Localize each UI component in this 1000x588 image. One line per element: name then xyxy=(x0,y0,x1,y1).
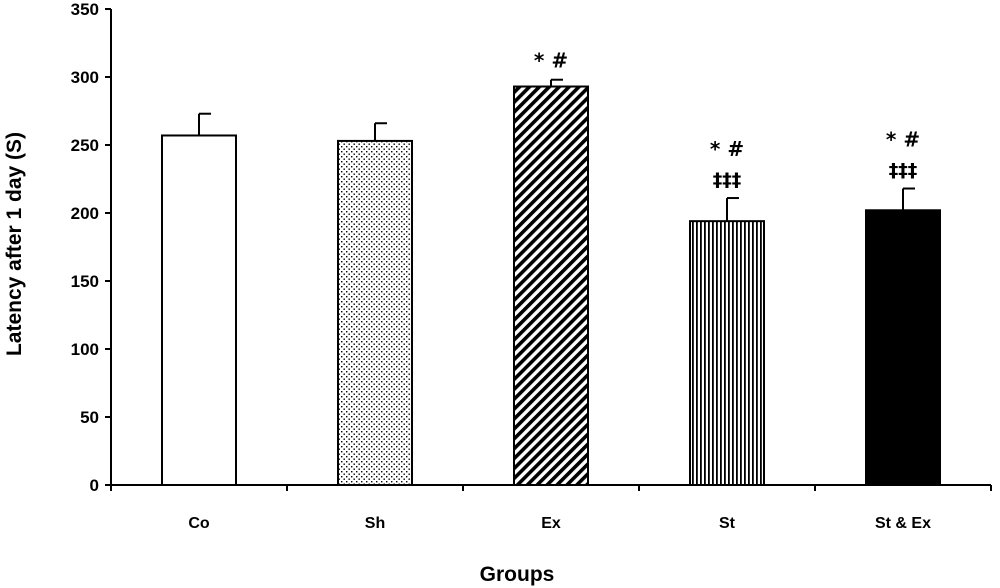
significance-annotation: * # xyxy=(534,49,568,73)
labels-group: Co Sh Ex St St & Ex * # ‡‡‡ * # ‡‡‡ * # xyxy=(188,49,931,532)
significance-annotation: * # xyxy=(886,128,920,152)
y-tick-label: 200 xyxy=(71,204,99,223)
y-axis-title: Latency after 1 day (S) xyxy=(3,132,26,356)
bar xyxy=(337,139,413,486)
significance-annotation: * # xyxy=(710,137,744,161)
y-tick-label: 250 xyxy=(71,136,99,155)
significance-annotation: ‡‡‡ xyxy=(889,160,918,182)
y-tick-label: 300 xyxy=(71,68,99,87)
x-tick-label: Sh xyxy=(365,515,385,532)
bar xyxy=(161,134,237,486)
x-tick-label: Ex xyxy=(541,515,561,532)
x-axis-title: Groups xyxy=(480,563,555,586)
bar xyxy=(513,85,589,487)
y-tick-label: 0 xyxy=(90,476,99,495)
bars-group xyxy=(161,78,941,487)
y-tick-label: 100 xyxy=(71,340,99,359)
y-tick-label: 150 xyxy=(71,272,99,291)
bar xyxy=(865,209,941,486)
significance-annotation: ‡‡‡ xyxy=(713,169,742,191)
y-tick-label: 50 xyxy=(80,408,99,427)
axes: 0 50 100 150 200 250 300 350 xyxy=(71,0,992,495)
x-tick-label: St xyxy=(719,515,736,532)
x-tick-label: Co xyxy=(188,515,210,532)
y-tick-label: 350 xyxy=(71,0,99,19)
bar xyxy=(689,220,765,486)
x-tick-label: St & Ex xyxy=(875,515,931,532)
